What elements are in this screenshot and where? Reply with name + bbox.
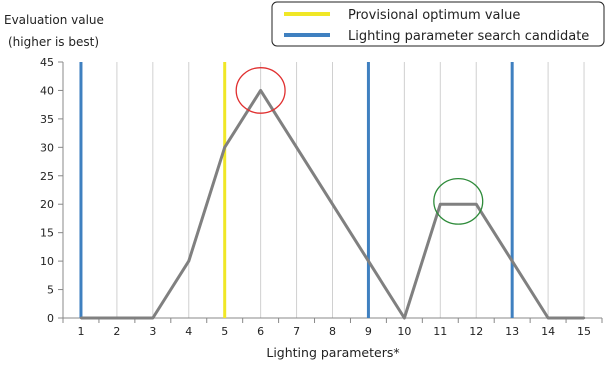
highlight-ellipses <box>235 67 484 225</box>
data-point-6 <box>259 89 262 92</box>
legend: Provisional optimum value Lighting param… <box>271 1 605 47</box>
y-tick-label-15: 15 <box>40 227 54 240</box>
x-axis-title: Lighting parameters* <box>266 345 399 360</box>
data-point-1 <box>79 316 83 320</box>
x-tick-label-5: 5 <box>221 325 228 338</box>
highlight-ellipse-2 <box>433 177 484 225</box>
reference-lines <box>79 62 514 318</box>
y-axis-title-line-1: Evaluation value <box>4 13 104 27</box>
axes <box>58 61 603 323</box>
x-tick-label-10: 10 <box>397 325 411 338</box>
legend-box <box>271 1 605 47</box>
x-tick-label-14: 14 <box>541 325 555 338</box>
y-tick-label-35: 35 <box>40 113 54 126</box>
data-point-4 <box>187 259 190 263</box>
series <box>79 88 586 320</box>
data-point-3 <box>151 316 155 320</box>
y-axis-title: Evaluation value (higher is best) <box>4 13 104 49</box>
data-point-5 <box>223 146 226 149</box>
data-point-14 <box>546 316 550 320</box>
data-point-10 <box>403 316 406 320</box>
x-tick-label-2: 2 <box>113 325 120 338</box>
x-tick-label-13: 13 <box>505 325 519 338</box>
x-tick-labels: 1 2 3 4 5 6 7 8 9 10 11 12 13 14 15 <box>77 325 591 338</box>
data-point-9 <box>367 259 370 263</box>
data-point-2 <box>115 316 119 320</box>
y-tick-label-45: 45 <box>40 56 54 69</box>
x-tick-label-4: 4 <box>185 325 192 338</box>
data-point-7 <box>295 146 298 149</box>
x-tick-label-15: 15 <box>577 325 591 338</box>
y-tick-label-30: 30 <box>40 141 54 154</box>
y-axis-title-line-2: (higher is best) <box>8 35 99 49</box>
data-point-8 <box>331 203 334 206</box>
y-tick-label-25: 25 <box>40 170 54 183</box>
y-tick-label-0: 0 <box>47 312 54 325</box>
x-tick-label-7: 7 <box>293 325 300 338</box>
x-tick-label-8: 8 <box>329 325 336 338</box>
data-point-11 <box>439 203 442 206</box>
y-tick-label-10: 10 <box>40 255 54 268</box>
legend-label-candidate: Lighting parameter search candidate <box>348 29 589 44</box>
x-tick-label-12: 12 <box>469 325 483 338</box>
legend-label-provisional: Provisional optimum value <box>348 8 520 23</box>
x-tick-label-1: 1 <box>77 325 84 338</box>
data-point-12 <box>475 203 478 206</box>
y-tick-label-20: 20 <box>40 198 54 211</box>
highlight-ellipse-1 <box>235 67 286 114</box>
x-tick-label-9: 9 <box>365 325 372 338</box>
x-tick-label-11: 11 <box>433 325 447 338</box>
x-tick-label-6: 6 <box>257 325 264 338</box>
y-tick-label-40: 40 <box>40 84 54 97</box>
y-tick-labels: 0 5 10 15 20 25 30 35 40 45 <box>40 56 54 325</box>
grid <box>80 62 585 318</box>
data-point-15 <box>582 316 586 320</box>
data-point-13 <box>510 259 514 263</box>
y-tick-label-5: 5 <box>47 284 54 297</box>
x-tick-label-3: 3 <box>149 325 156 338</box>
